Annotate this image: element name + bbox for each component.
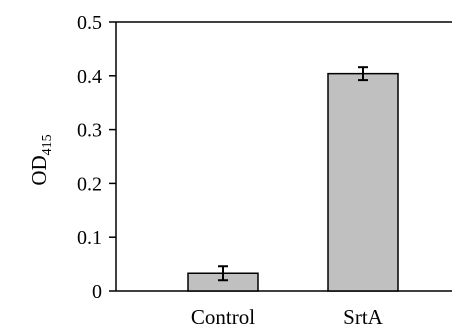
y-tick-label: 0.3: [77, 120, 102, 142]
bars: [187, 66, 399, 292]
y-tick-label: 0.1: [77, 227, 102, 249]
y-tick-label: 0.5: [77, 12, 102, 34]
y-axis-title-main: OD: [27, 155, 51, 185]
y-tick-label: 0: [92, 281, 102, 303]
x-axis-category-labels: Control SrtA: [191, 305, 384, 329]
y-tick-label: 0.4: [77, 66, 102, 88]
bar-srta: [327, 72, 399, 292]
x-category-label: Control: [191, 305, 255, 329]
svg-text:OD415: OD415: [27, 134, 55, 185]
x-category-label: SrtA: [343, 305, 384, 329]
y-axis-ticks: 0 0.1 0.2 0.3 0.4 0.5: [77, 12, 116, 303]
y-axis-title: OD415: [27, 134, 55, 185]
y-axis-title-subscript: 415: [40, 134, 55, 155]
y-tick-label: 0.2: [77, 173, 102, 195]
